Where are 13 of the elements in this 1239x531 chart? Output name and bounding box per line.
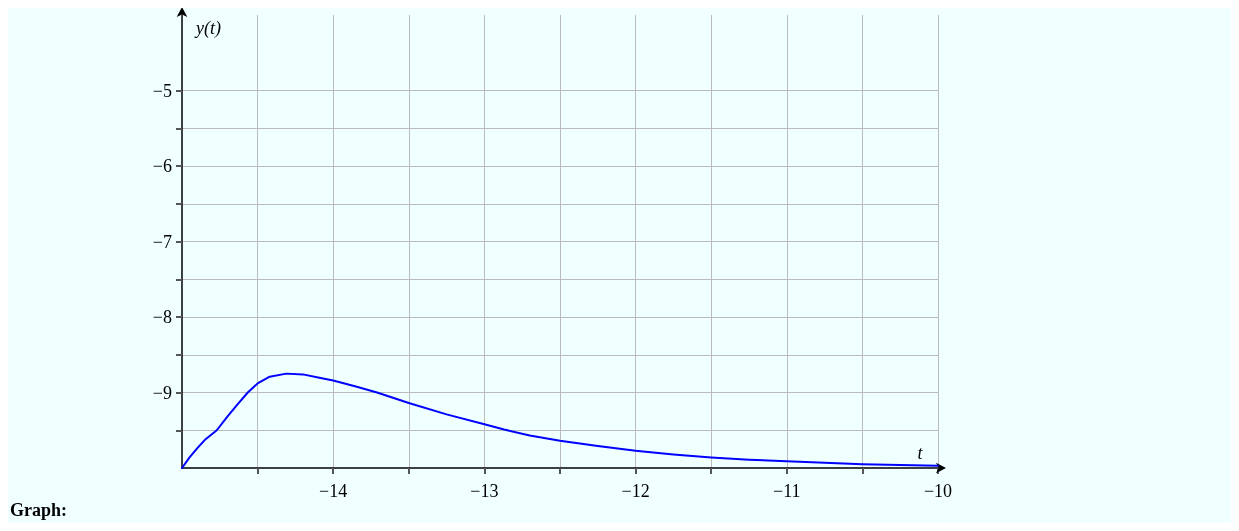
x-tick-label: −11	[773, 481, 801, 501]
y-tick-label: −9	[152, 382, 172, 403]
y-tick-label: −7	[152, 231, 172, 252]
x-tick-label: −10	[923, 481, 953, 501]
y-tick-label: −5	[152, 80, 172, 101]
x-tick-label: −12	[621, 481, 650, 501]
y-tick-label: −8	[152, 307, 172, 327]
x-tick-label: −14	[319, 481, 348, 501]
text: Graph:	[10, 500, 68, 520]
x-tick-label: −13	[470, 481, 499, 501]
y-axis-title: y(t)	[194, 18, 221, 39]
x-axis-title: t	[917, 443, 924, 463]
y-tick-label: −6	[152, 156, 172, 176]
